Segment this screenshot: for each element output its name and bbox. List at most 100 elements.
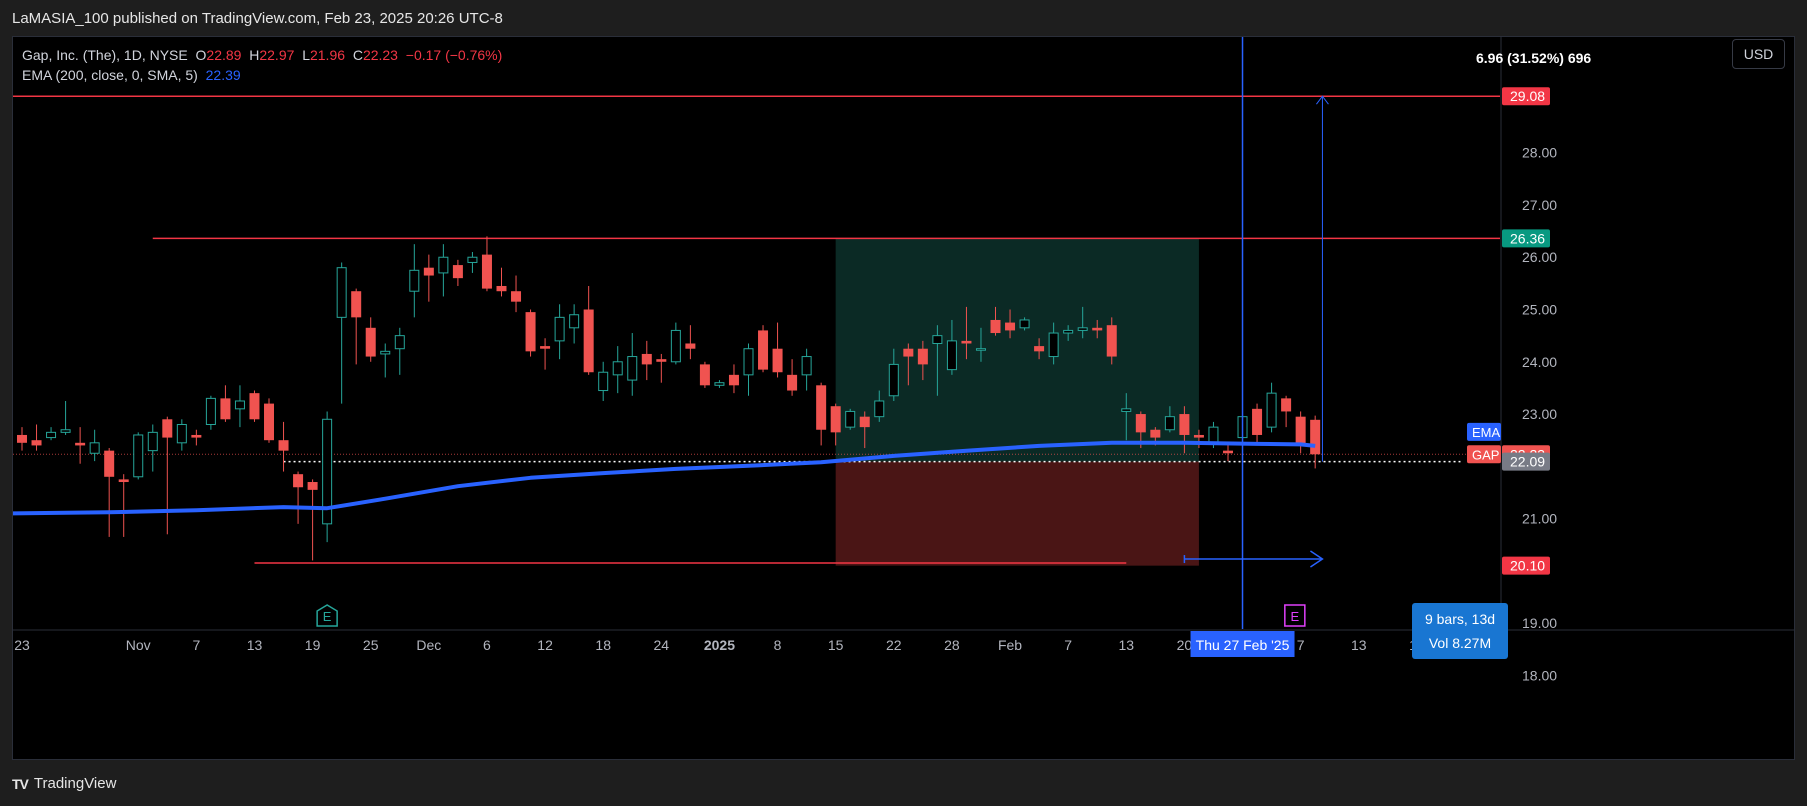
change-value: −0.17 (−0.76%) [405,47,503,63]
candle-body-down [859,416,870,428]
price-badge-text: 22.09 [1510,454,1545,470]
x-tick-label: 6 [483,637,491,653]
candle-body-up [845,410,856,428]
candle-body-down [162,419,173,438]
x-tick-label: 15 [828,637,844,653]
tradingview-brand: TradingView [33,775,117,792]
open-value: 22.89 [206,47,242,63]
y-tick-label: 24.00 [1522,354,1557,370]
ema-line [13,440,1316,516]
candle-body-down [1310,419,1321,455]
low-label: L [302,47,310,63]
candle-body-down [278,440,289,451]
ema-row: EMA (200, close, 0, SMA, 5) 22.39 [22,65,502,85]
candle-body-down [685,343,696,349]
tradingview-mark-icon: TV [12,775,29,792]
x-tick-label: 25 [363,637,379,653]
price-badge: 26.36 [1502,229,1550,248]
candle-body-up [888,363,899,397]
candle-body-down [816,385,827,430]
candle-body-down [496,285,507,292]
time-cursor-badge-text: Thu 27 Feb '25 [1196,637,1290,653]
y-tick-label: 21.00 [1522,511,1557,527]
low-value: 21.96 [309,47,346,63]
currency-button[interactable]: USD [1732,39,1785,69]
plot-area [13,37,1500,629]
range-arrow-head [1310,550,1324,568]
price-badge-text: 26.36 [1510,230,1545,246]
candle-body-down [264,403,275,441]
open-label: O [195,47,207,63]
close-label: C [352,47,363,63]
time-cursor-badge-bg [1190,631,1295,657]
candle-body-down [293,474,304,488]
x-tick-label: 7 [192,637,200,653]
candle-body-up [1063,329,1074,334]
price-badge-bg [1502,556,1550,575]
candle-body-down [17,434,27,443]
candle-body-up [1164,416,1175,431]
candle-body-down [1106,325,1117,357]
candle-body-up [743,348,754,376]
symbol-name[interactable]: Gap, Inc. (The), 1D, NYSE [22,47,188,63]
stop-zone [835,461,1199,566]
candle-body-down [481,254,492,289]
candle-body-down [787,374,798,391]
candle-body-up [801,356,812,376]
candle-body-down [220,398,231,420]
candle-body-down [104,450,115,477]
x-tick-label: 28 [944,637,960,653]
candle-body-down [1005,322,1016,331]
x-tick-label: 20 [1177,637,1193,653]
candle-body-up [627,356,638,381]
candle-body-down [830,406,841,433]
x-tick-label: 13 [1351,637,1367,653]
x-tick-label: Dec [416,637,441,653]
candle-body-down [1179,414,1190,435]
symbol-tag-text: GAP [1472,447,1499,462]
price-badge-text: 20.10 [1510,558,1545,574]
candle-body-up [60,429,71,433]
candle-body-up [89,442,100,454]
candle-body-down [525,312,536,352]
earnings-marker-label: E [323,609,332,624]
candle-body-up [380,350,391,355]
candle-body-up [438,256,449,274]
candle-body-down [903,348,914,357]
price-badge-bg [1502,87,1550,106]
earnings-marker[interactable]: E [1284,604,1306,627]
y-tick-label: 23.00 [1522,406,1557,422]
candle-body-up [554,316,565,342]
candle-body-up [234,400,245,410]
earnings-marker[interactable]: E [316,604,338,627]
ema-study-label[interactable]: EMA (200, close, 0, SMA, 5) [22,67,198,83]
price-badge-bg [1502,229,1550,248]
candle-body-down [452,265,463,279]
candle-body-down [118,479,129,483]
candle-body-down [1252,408,1263,435]
candle-body-down [1092,327,1103,331]
candle-body-up [670,329,681,363]
price-badge-bg [1502,452,1550,471]
candle-body-up [612,361,623,376]
y-tick-label: 26.00 [1522,249,1557,265]
candle-body-up [336,267,347,318]
candle-body-down [75,442,86,446]
x-tick-label: 13 [1118,637,1134,653]
range-volume: Vol 8.27M [1428,635,1492,651]
candle-body-up [147,431,158,452]
ema-tag-text: EMA [1472,425,1501,440]
tradingview-logo[interactable]: TV TradingView [12,775,116,792]
candle-body-up [467,256,478,263]
candle-body-down [917,348,928,365]
candle-body-up [569,314,580,329]
candle-body-down [1281,398,1292,412]
candle-body-down [511,291,522,302]
range-bars: 9 bars, 13d [1424,611,1496,627]
candle-body-up [1208,426,1219,444]
candle-body-up [409,269,420,292]
time-cursor-badge: Thu 27 Feb '25 [1190,631,1295,657]
x-tick-label: 2025 [704,637,735,653]
ema-tag: EMA [1467,422,1501,441]
